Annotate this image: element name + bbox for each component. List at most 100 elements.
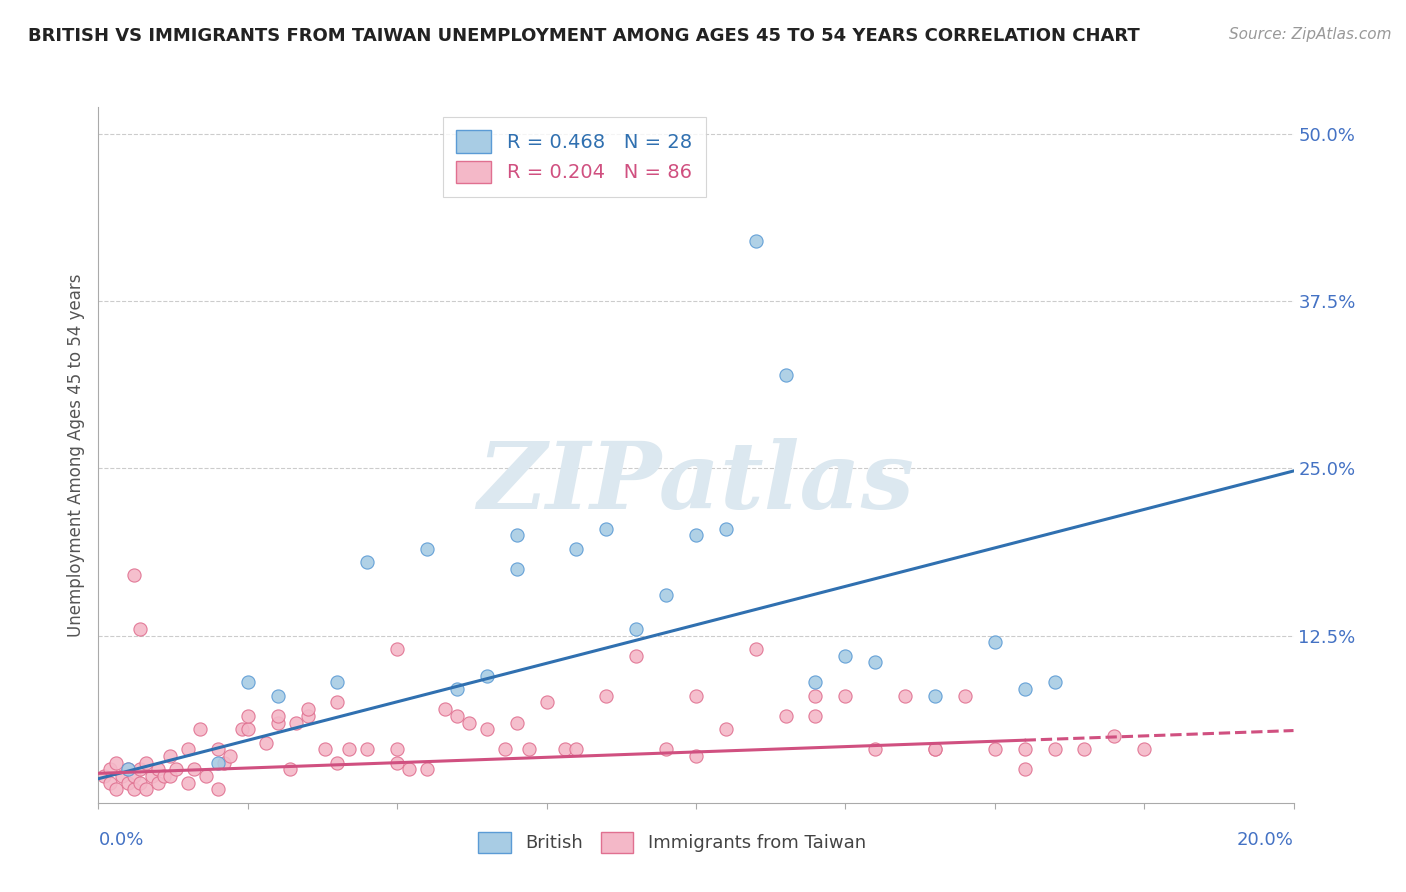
Point bbox=[624, 622, 647, 636]
Point bbox=[207, 756, 229, 770]
Point bbox=[135, 756, 157, 770]
Text: 0.0%: 0.0% bbox=[98, 830, 143, 848]
Point bbox=[506, 715, 529, 730]
Point bbox=[775, 368, 797, 382]
Point bbox=[494, 742, 516, 756]
Point bbox=[446, 708, 468, 723]
Point bbox=[565, 541, 588, 556]
Point bbox=[745, 642, 768, 657]
Point bbox=[1104, 729, 1126, 743]
Point bbox=[117, 762, 139, 776]
Point bbox=[536, 696, 558, 710]
Point bbox=[385, 742, 409, 756]
Point bbox=[177, 742, 200, 756]
Point bbox=[356, 555, 378, 569]
Text: ZIPatlas: ZIPatlas bbox=[478, 438, 914, 528]
Point bbox=[775, 708, 797, 723]
Point bbox=[924, 742, 946, 756]
Point bbox=[278, 762, 301, 776]
Point bbox=[655, 742, 678, 756]
Text: BRITISH VS IMMIGRANTS FROM TAIWAN UNEMPLOYMENT AMONG AGES 45 TO 54 YEARS CORRELA: BRITISH VS IMMIGRANTS FROM TAIWAN UNEMPL… bbox=[28, 27, 1140, 45]
Point bbox=[865, 742, 887, 756]
Point bbox=[714, 521, 737, 535]
Point bbox=[834, 648, 856, 663]
Point bbox=[236, 708, 259, 723]
Point bbox=[1133, 742, 1156, 756]
Point bbox=[267, 715, 290, 730]
Point bbox=[685, 749, 707, 764]
Point bbox=[117, 762, 139, 776]
Point bbox=[475, 723, 498, 737]
Point bbox=[714, 723, 737, 737]
Point bbox=[129, 622, 152, 636]
Point bbox=[98, 762, 122, 776]
Point bbox=[416, 762, 439, 776]
Point bbox=[595, 689, 617, 703]
Point bbox=[475, 669, 498, 683]
Point bbox=[148, 762, 170, 776]
Point bbox=[1073, 742, 1095, 756]
Point bbox=[685, 528, 707, 542]
Point bbox=[231, 723, 253, 737]
Point bbox=[124, 568, 146, 582]
Point bbox=[207, 742, 229, 756]
Point bbox=[924, 742, 946, 756]
Point bbox=[924, 689, 946, 703]
Point bbox=[254, 735, 277, 749]
Point bbox=[219, 749, 242, 764]
Point bbox=[506, 562, 529, 576]
Point bbox=[804, 675, 827, 690]
Point bbox=[129, 762, 152, 776]
Point bbox=[267, 689, 290, 703]
Point bbox=[297, 708, 319, 723]
Point bbox=[124, 782, 146, 797]
Point bbox=[207, 782, 229, 797]
Text: 20.0%: 20.0% bbox=[1237, 830, 1294, 848]
Point bbox=[624, 648, 647, 663]
Point bbox=[284, 715, 307, 730]
Point bbox=[834, 689, 856, 703]
Point bbox=[458, 715, 481, 730]
Point bbox=[517, 742, 540, 756]
Point bbox=[135, 782, 157, 797]
Point bbox=[1043, 742, 1066, 756]
Point bbox=[297, 702, 319, 716]
Point bbox=[804, 689, 827, 703]
Point bbox=[685, 689, 707, 703]
Point bbox=[111, 769, 134, 783]
Point bbox=[326, 756, 349, 770]
Point bbox=[236, 675, 259, 690]
Point bbox=[385, 642, 409, 657]
Point bbox=[177, 775, 200, 790]
Point bbox=[153, 769, 176, 783]
Point bbox=[339, 742, 360, 756]
Point bbox=[804, 708, 827, 723]
Point bbox=[983, 635, 1005, 649]
Point bbox=[356, 742, 378, 756]
Point bbox=[141, 769, 163, 783]
Point bbox=[953, 689, 976, 703]
Point bbox=[1014, 742, 1036, 756]
Point bbox=[416, 541, 439, 556]
Point bbox=[129, 775, 152, 790]
Point bbox=[894, 689, 917, 703]
Point bbox=[554, 742, 576, 756]
Point bbox=[398, 762, 420, 776]
Point bbox=[212, 756, 235, 770]
Point bbox=[105, 782, 128, 797]
Text: Source: ZipAtlas.com: Source: ZipAtlas.com bbox=[1229, 27, 1392, 42]
Point bbox=[983, 742, 1005, 756]
Point bbox=[159, 749, 181, 764]
Point bbox=[565, 742, 588, 756]
Point bbox=[595, 521, 617, 535]
Point bbox=[105, 756, 128, 770]
Point bbox=[1043, 675, 1066, 690]
Point bbox=[124, 769, 146, 783]
Point bbox=[267, 708, 290, 723]
Point bbox=[326, 675, 349, 690]
Point bbox=[183, 762, 205, 776]
Point bbox=[188, 723, 211, 737]
Point bbox=[98, 775, 122, 790]
Point bbox=[326, 696, 349, 710]
Point bbox=[446, 681, 468, 696]
